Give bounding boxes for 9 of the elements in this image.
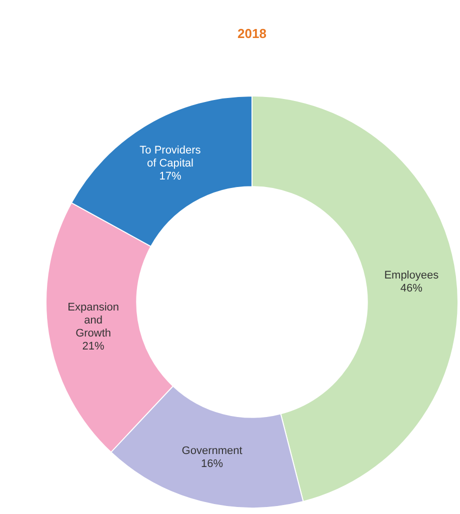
data-label: 46% [400,282,423,294]
slice-label: Expansion and Growth [68,302,119,340]
data-label: 21% [82,340,105,353]
data-label: 17% [159,170,182,183]
data-label: 16% [201,458,224,470]
slice-label: Government [182,445,242,458]
slice-label: To Providers of Capital [140,144,202,170]
chart-title: 2018 [238,26,266,41]
slice-label: Employees [384,269,440,282]
